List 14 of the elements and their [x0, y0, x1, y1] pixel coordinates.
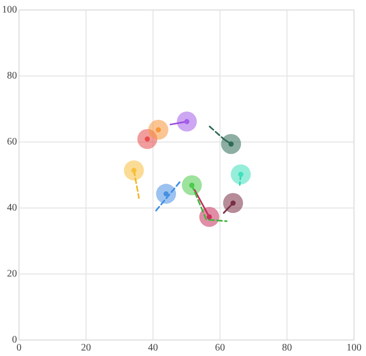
x-tick-label: 80 — [282, 342, 292, 354]
x-tick-label: 40 — [148, 342, 158, 354]
y-tick-label: 60 — [7, 136, 17, 148]
x-tick-label: 100 — [346, 342, 362, 354]
y-tick-label: 20 — [7, 268, 17, 280]
point — [148, 120, 168, 140]
x-tick-label: 60 — [215, 342, 225, 354]
y-tick-label: 100 — [2, 4, 17, 16]
y-tick-label: 40 — [7, 202, 17, 214]
x-tick-label: 20 — [81, 342, 91, 354]
point — [156, 184, 176, 204]
y-tick-label: 80 — [7, 70, 17, 82]
point — [124, 160, 144, 180]
y-tick-label: 0 — [12, 334, 17, 346]
